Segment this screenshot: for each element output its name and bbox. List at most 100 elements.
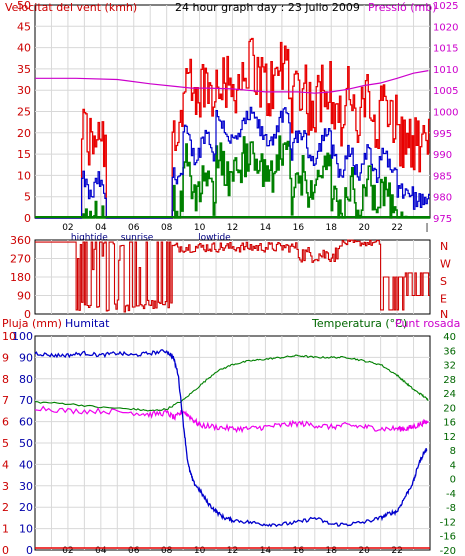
annotation-sunrise: sunrise (121, 233, 154, 243)
temperature-axis-label: Temperatura (°C) (311, 317, 407, 330)
ytick-label-direction: 0 (24, 308, 31, 321)
ytick-label-rain: 10 (2, 330, 16, 343)
compass-letter: N (440, 240, 448, 253)
ytick-label-direction: 360 (10, 234, 31, 247)
ytick-label-humidity: 20 (19, 501, 33, 514)
rain-axis-label: Pluja (mm) (2, 317, 62, 330)
ytick-label-pressure: 975 (433, 214, 452, 225)
ytick-label-pressure: 980 (433, 193, 452, 204)
ytick-label-temperature: 20 (443, 403, 456, 414)
ytick-label-rain: 5 (2, 437, 9, 450)
ytick-label-pressure: 1020 (433, 22, 458, 33)
ytick-label-wind: 35 (17, 63, 31, 76)
ytick-label-humidity: 90 (19, 351, 33, 364)
ytick-label-humidity: 100 (12, 330, 33, 343)
ytick-label-rain: 0 (2, 544, 9, 556)
xtick-label: 10 (194, 546, 206, 556)
ytick-label-rain: 7 (2, 394, 9, 407)
wind-axis-label: Velocitat del vent (kmh) (5, 1, 137, 14)
ytick-label-rain: 8 (2, 373, 9, 386)
ytick-label-temperature: 36 (443, 346, 456, 357)
ytick-label-pressure: 1005 (433, 86, 458, 97)
ytick-label-temperature: -12 (440, 517, 456, 528)
xtick-label: 04 (95, 223, 107, 233)
xtick-label: 08 (161, 546, 173, 556)
dewpoint-axis-label: Punt rosada (395, 317, 460, 330)
ytick-label-pressure: 1015 (433, 44, 458, 55)
series-dewpoint (34, 405, 429, 434)
ytick-label-rain: 2 (2, 501, 9, 514)
ytick-label-pressure: 990 (433, 150, 452, 161)
ytick-label-wind: 40 (17, 42, 31, 55)
ytick-label-temperature: 12 (443, 432, 456, 443)
ytick-label-rain: 4 (2, 458, 9, 471)
xtick-label: 22 (391, 223, 402, 233)
series-humidity (34, 349, 428, 528)
xtick-label: 18 (326, 546, 338, 556)
ytick-label-temperature: -20 (440, 546, 456, 556)
xtick-label: 14 (260, 223, 272, 233)
series-temperature (34, 354, 429, 412)
xtick-label: 20 (358, 546, 370, 556)
ytick-label-temperature: -4 (446, 489, 456, 500)
xtick-label: 08 (161, 223, 173, 233)
xtick-label: 06 (128, 546, 140, 556)
series-wind-direction (35, 239, 430, 313)
ytick-label-temperature: 40 (443, 332, 456, 343)
ytick-label-wind: 50 (17, 0, 31, 12)
ytick-label-pressure: 1025 (433, 1, 458, 12)
ytick-label-pressure: 1000 (433, 108, 458, 119)
ytick-label-temperature: 8 (450, 446, 456, 457)
ytick-label-humidity: 40 (19, 458, 33, 471)
ytick-label-temperature: -8 (446, 503, 456, 514)
ytick-label-direction: 180 (10, 271, 31, 284)
ytick-label-wind: 15 (17, 148, 31, 161)
ytick-label-rain: 9 (2, 351, 9, 364)
ytick-label-humidity: 0 (26, 544, 33, 556)
ytick-label-temperature: 24 (443, 389, 456, 400)
ytick-label-pressure: 995 (433, 129, 452, 140)
compass-letter: N (440, 308, 448, 321)
xtick-label: 12 (227, 546, 238, 556)
graph-title: 24 hour graph day : 23 Julio 2009 (175, 1, 360, 14)
compass-letter: W (440, 258, 451, 271)
ytick-label-temperature: -16 (440, 532, 456, 543)
ytick-label-rain: 3 (2, 480, 9, 493)
compass-letter: E (440, 293, 447, 306)
xtick-label: 12 (227, 223, 238, 233)
ytick-label-humidity: 70 (19, 394, 33, 407)
annotation-lowtide: lowtide (198, 233, 231, 243)
xtick-label: 10 (194, 223, 206, 233)
ytick-label-temperature: 4 (450, 460, 456, 471)
xtick-label: 02 (62, 546, 73, 556)
ytick-label-temperature: 28 (443, 375, 456, 386)
xtick-end: | (425, 223, 428, 233)
series-pressure (35, 70, 429, 94)
xtick-label: 02 (62, 223, 73, 233)
ytick-label-humidity: 50 (19, 437, 33, 450)
ytick-label-temperature: 32 (443, 361, 456, 372)
ytick-label-wind: 20 (17, 127, 31, 140)
ytick-label-wind: 10 (17, 169, 31, 182)
xtick-label: 22 (391, 546, 402, 556)
ytick-label-wind: 5 (24, 191, 31, 204)
ytick-label-humidity: 10 (19, 523, 33, 536)
ytick-label-wind: 45 (17, 20, 31, 33)
ytick-label-rain: 1 (2, 523, 9, 536)
xtick-label: 18 (326, 223, 338, 233)
ytick-label-humidity: 80 (19, 373, 33, 386)
ytick-label-pressure: 985 (433, 171, 452, 182)
xtick-label: 16 (293, 546, 305, 556)
xtick-label: 16 (293, 223, 305, 233)
xtick-label: 06 (128, 223, 140, 233)
ytick-label-temperature: 16 (443, 418, 456, 429)
xtick-label: 04 (95, 546, 107, 556)
compass-letter: S (440, 275, 447, 288)
ytick-label-wind: 0 (24, 212, 31, 225)
ytick-label-humidity: 60 (19, 416, 33, 429)
annotation-hightide: hightide (71, 233, 108, 243)
ytick-label-rain: 6 (2, 416, 9, 429)
xtick-label: 14 (260, 546, 272, 556)
xtick-label: 20 (358, 223, 370, 233)
